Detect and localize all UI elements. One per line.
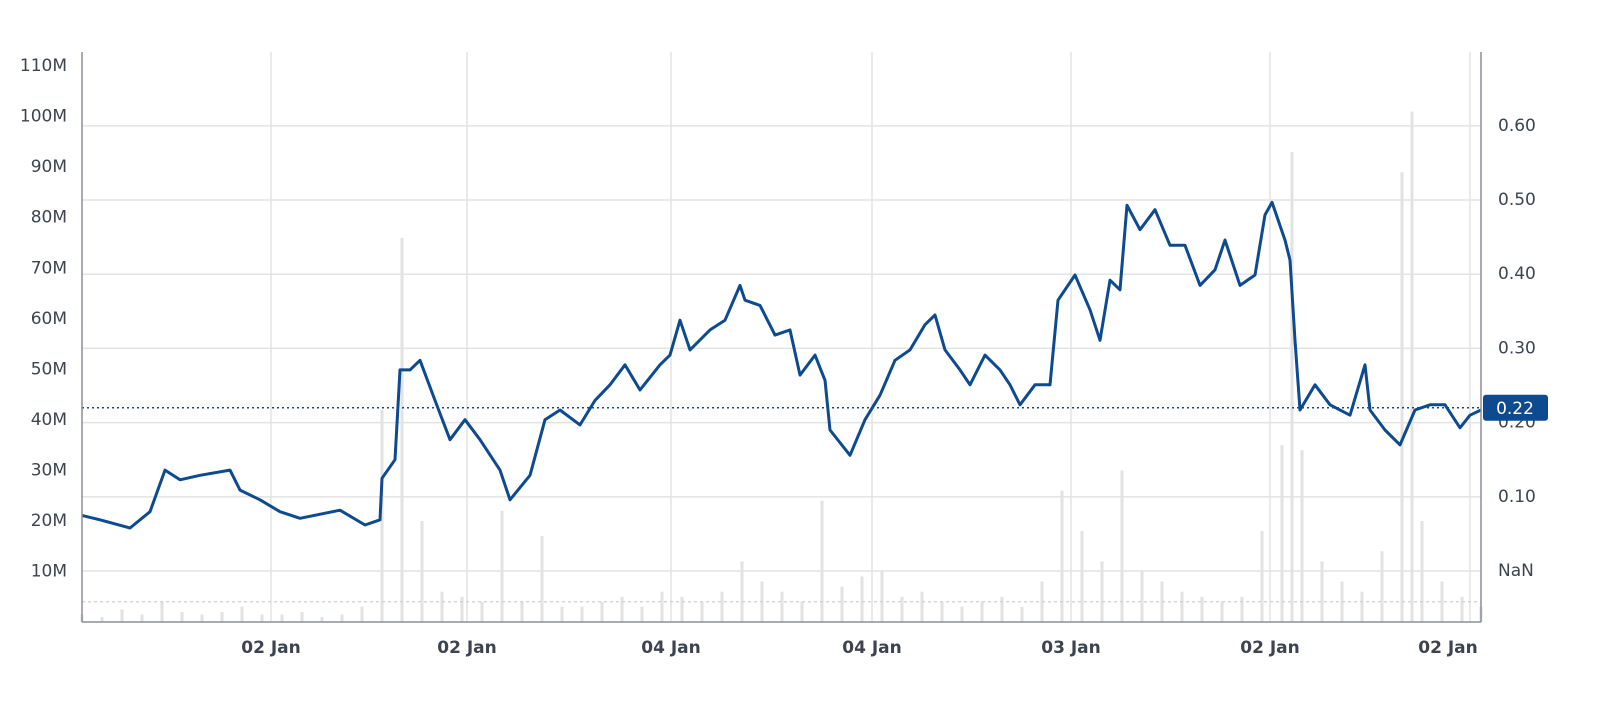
volume-bar [680,596,684,622]
x-tick-label: 04 Jan [842,638,901,658]
volume-bar [740,561,744,622]
volume-bar [1220,601,1224,622]
volume-bar [1290,152,1294,622]
volume-bar [820,500,824,622]
volume-bar [180,611,184,622]
x-tick-label: 03 Jan [1041,638,1100,658]
volume-bar [1200,596,1204,622]
volume-bar [280,614,284,622]
volume-bar [580,606,584,622]
volume-bar [100,616,104,622]
y2-tick-label: 0.30 [1498,338,1536,358]
volume-bar [1020,606,1024,622]
y-tick-label: 110M [20,56,67,76]
y-tick-label: 40M [31,410,67,430]
volume-bar [800,601,804,622]
volume-bar [660,591,664,622]
volume-bar [1420,520,1424,622]
volume-bar [1410,111,1414,623]
volume-bar [1360,591,1364,622]
y2-tick-label: 0.50 [1498,190,1536,210]
y-tick-label: 70M [31,258,67,278]
volume-bar [1120,470,1124,622]
y-tick-label: 50M [31,359,67,379]
y2-tick-label: NaN [1498,561,1534,581]
volume-bar [460,596,464,622]
volume-bar [240,606,244,622]
volume-bar [1080,531,1084,622]
volume-bar [1440,581,1444,622]
y2-tick-label: 0.10 [1498,487,1536,507]
volume-bar [400,237,404,622]
volume-bar [620,596,624,622]
volume-bar [700,601,704,622]
x-tick-label: 02 Jan [1418,638,1477,658]
x-tick-label: 04 Jan [641,638,700,658]
volume-bar [420,520,424,622]
volume-bar [340,614,344,622]
volume-bar [1260,531,1264,622]
volume-bar [120,609,124,622]
volume-bar [1140,571,1144,622]
volume-bar [840,586,844,622]
y-tick-label: 90M [31,157,67,177]
y2-tick-label: 0.60 [1498,116,1536,136]
volume-bar [260,614,264,622]
volume-bar [480,601,484,622]
volume-bar [1000,596,1004,622]
x-tick-label: 02 Jan [241,638,300,658]
volume-bar [1100,561,1104,622]
last-price-label: 0.22 [1496,399,1534,419]
y-tick-label: 100M [20,107,67,127]
volume-bar [880,571,884,622]
price-line [81,200,1482,530]
volume-bar [780,591,784,622]
y-tick-label: 20M [31,511,67,531]
volume-bar [360,606,364,622]
y-tick-label: 30M [31,460,67,480]
volume-bar [980,601,984,622]
volume-bar [1240,596,1244,622]
volume-bar [520,601,524,622]
volume-bar [220,611,224,622]
volume-bar [600,601,604,622]
volume-bar [1060,490,1064,622]
volume-bar [1400,172,1404,622]
volume-bar [540,536,544,622]
volume-bar [1180,591,1184,622]
volume-bar [300,611,304,622]
last-price-tag [1483,394,1548,421]
volume-bar [900,596,904,622]
volume-bar [320,616,324,622]
y-tick-label: 10M [31,561,67,581]
y-tick-label: 60M [31,309,67,329]
x-tick-label: 02 Jan [437,638,496,658]
volume-bar [720,591,724,622]
volume-bar [140,614,144,622]
volume-bar [380,409,384,622]
volume-bar [200,614,204,622]
volume-bar [500,510,504,622]
x-tick-label: 02 Jan [1240,638,1299,658]
volume-bar [920,591,924,622]
volume-bar [640,606,644,622]
volume-bar [860,576,864,622]
volume-bar [440,591,444,622]
volume-bar [1300,450,1304,622]
volume-bar [1460,596,1464,622]
y-tick-label: 80M [31,208,67,228]
volume-bar [1280,445,1284,622]
volume-bar [960,606,964,622]
volume-bar [160,601,164,622]
volume-bar [560,606,564,622]
volume-bar [940,601,944,622]
volume-bar [1380,551,1384,622]
volume-bar [1320,561,1324,622]
y2-tick-label: 0.40 [1498,264,1536,284]
